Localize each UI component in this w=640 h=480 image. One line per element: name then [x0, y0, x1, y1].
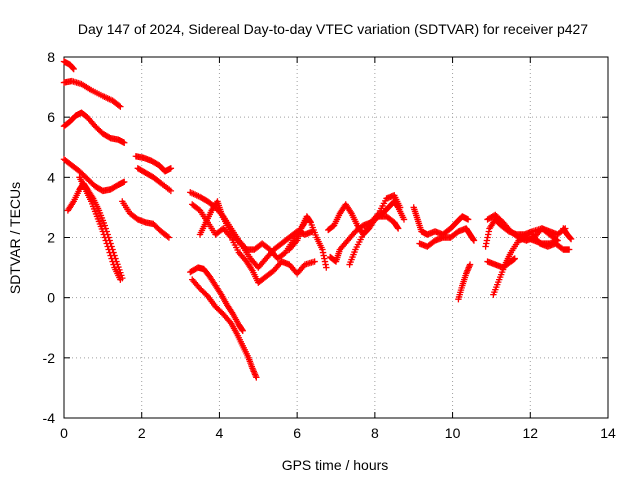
series-track-26 — [529, 231, 573, 253]
y-axis-label: SDTVAR / TECUs — [7, 182, 23, 294]
data-point — [117, 276, 124, 283]
series-track-5 — [64, 180, 126, 282]
series-track-3 — [60, 109, 128, 146]
x-tick-label: 4 — [216, 425, 224, 441]
data-point — [117, 103, 124, 110]
data-point — [100, 231, 108, 238]
y-tick-label: 0 — [47, 290, 55, 306]
data-point — [565, 246, 573, 253]
y-tick-label: 8 — [47, 49, 55, 65]
data-point — [104, 243, 111, 250]
data-point — [396, 204, 404, 211]
data-point — [101, 222, 108, 229]
x-tick-label: 0 — [60, 425, 68, 441]
data-point — [253, 374, 260, 381]
series-track-18 — [346, 192, 404, 268]
data-point — [239, 327, 246, 334]
data-point — [110, 261, 117, 268]
data-point — [108, 255, 115, 262]
data-point — [105, 246, 112, 253]
data-point — [121, 139, 128, 146]
series-track-25 — [484, 211, 561, 244]
data-point — [109, 258, 116, 265]
axis-ticks: 0 2 4 6 8 10 12 14 -4 -2 0 2 4 6 8 — [43, 49, 616, 441]
x-axis-label: GPS time / hours — [282, 457, 389, 473]
series-track-27 — [560, 225, 575, 243]
series-track-1 — [60, 58, 77, 73]
series-track-8 — [132, 153, 175, 175]
x-tick-label: 8 — [371, 425, 379, 441]
series-track-9 — [134, 165, 175, 195]
x-tick-label: 12 — [522, 425, 538, 441]
series-track-12 — [196, 198, 316, 271]
data-point — [101, 234, 108, 241]
series-track-11 — [189, 201, 318, 286]
series-track-17 — [326, 213, 402, 265]
data-point — [511, 255, 518, 262]
series-track-2 — [60, 77, 124, 110]
data-point — [70, 65, 77, 73]
series-track-20 — [416, 225, 478, 250]
series-track-6 — [76, 174, 124, 283]
data-point — [107, 252, 114, 259]
data-point — [103, 240, 110, 247]
data-point — [164, 233, 171, 240]
y-tick-label: -4 — [43, 410, 56, 426]
x-tick-label: 2 — [138, 425, 146, 441]
data-markers — [60, 58, 575, 381]
data-point — [567, 235, 575, 243]
data-point — [311, 258, 318, 265]
series-track-13 — [286, 213, 330, 271]
data-point — [165, 234, 173, 241]
series-track-4 — [60, 156, 128, 195]
x-tick-label: 14 — [600, 425, 616, 441]
x-tick-label: 6 — [293, 425, 301, 441]
data-point — [464, 216, 472, 223]
data-point — [99, 228, 107, 235]
series-track-15 — [189, 276, 260, 381]
series-track-21 — [455, 261, 474, 303]
data-point — [394, 225, 402, 232]
series-track-19 — [410, 204, 472, 238]
series-track-22 — [484, 255, 518, 271]
data-point — [167, 187, 175, 195]
data-point — [102, 237, 109, 244]
x-tick-label: 10 — [445, 425, 461, 441]
y-tick-label: 2 — [47, 230, 55, 246]
y-tick-label: -2 — [43, 350, 56, 366]
data-point — [470, 237, 478, 244]
data-point — [106, 249, 113, 256]
data-point — [323, 264, 330, 271]
data-point — [121, 178, 128, 186]
data-point — [400, 216, 408, 223]
data-point — [466, 261, 474, 268]
chart-title: Day 147 of 2024, Sidereal Day-to-day VTE… — [78, 21, 588, 37]
y-tick-label: 6 — [47, 109, 55, 125]
series-track-14 — [187, 264, 246, 334]
data-point — [115, 102, 123, 109]
y-tick-label: 4 — [47, 169, 55, 185]
series-track-7 — [119, 198, 173, 241]
data-point — [167, 165, 175, 172]
